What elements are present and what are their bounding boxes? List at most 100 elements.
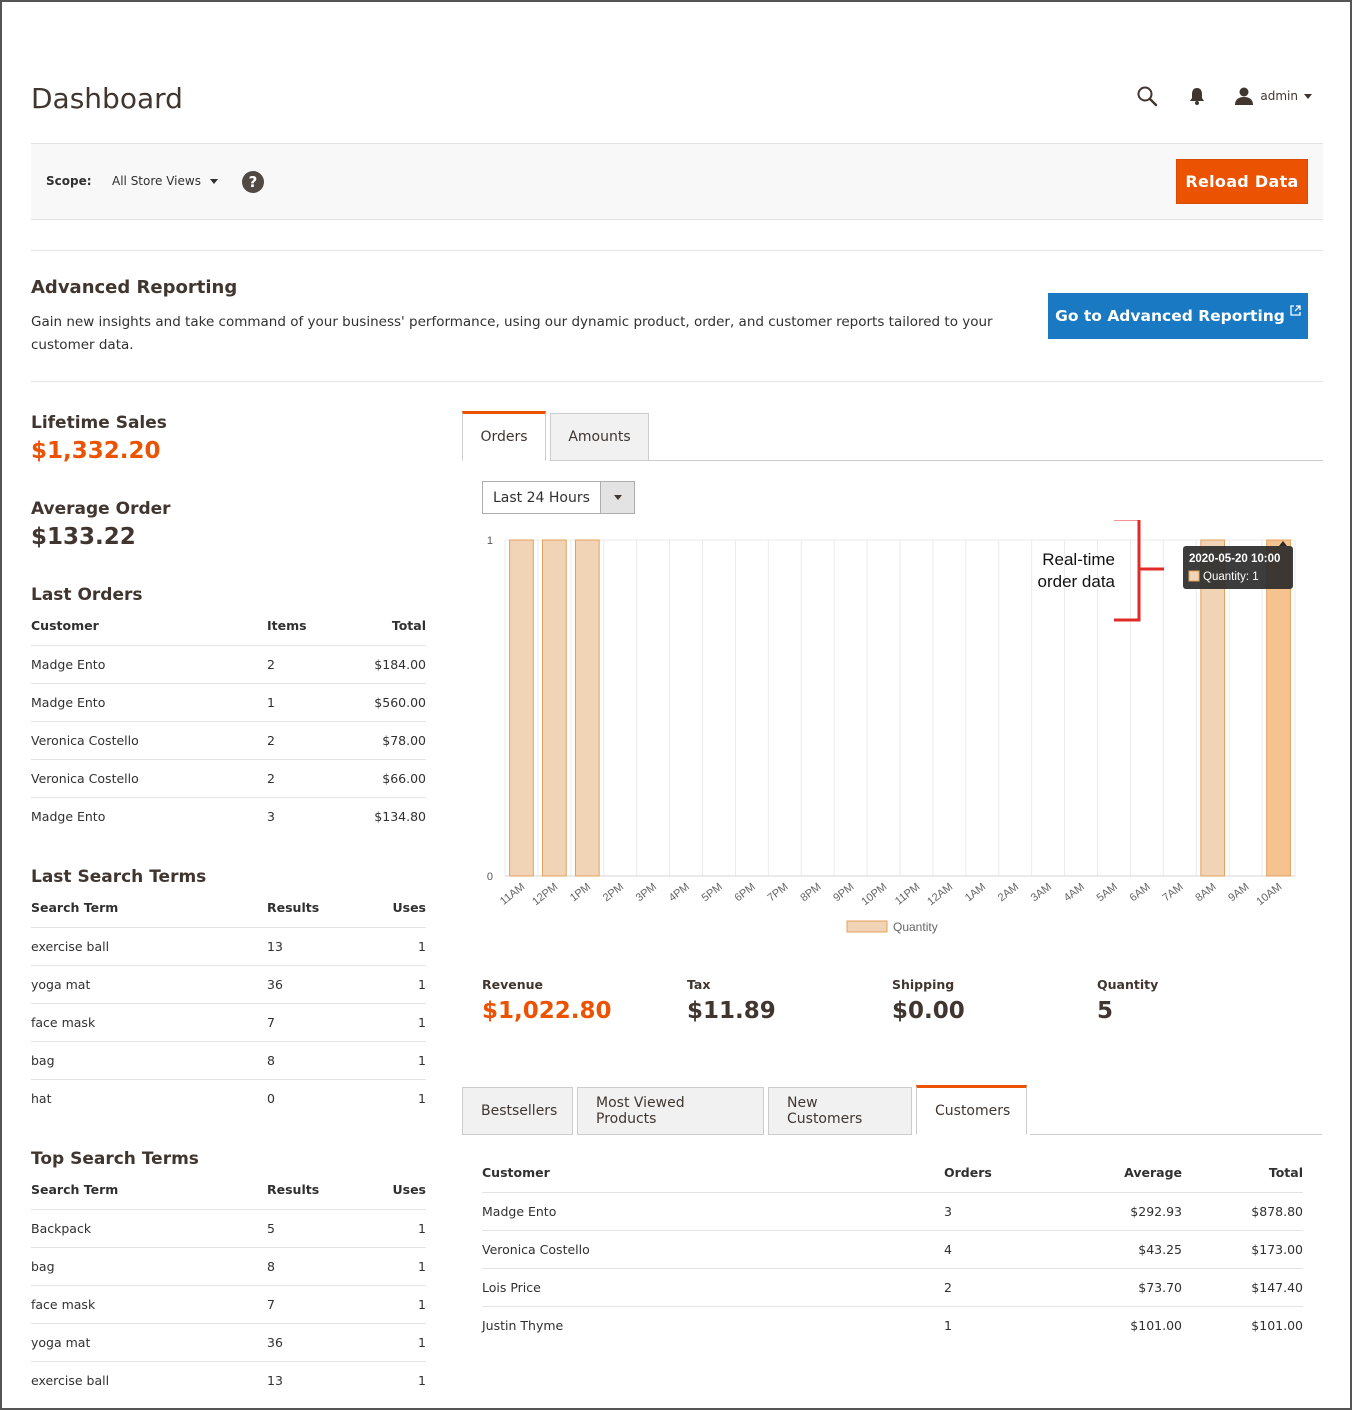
table-cell: $66.00 <box>347 759 426 798</box>
table-cell: bag <box>31 1247 267 1286</box>
table-row[interactable]: face mask 7 1 <box>31 1003 426 1042</box>
table-cell: 4 <box>944 1230 1064 1269</box>
chevron-down-icon <box>1304 93 1312 99</box>
table-cell: 8 <box>267 1247 347 1286</box>
tab-amounts[interactable]: Amounts <box>550 413 649 461</box>
table-cell: 2 <box>267 759 347 798</box>
table-cell: 1 <box>347 1003 426 1042</box>
table-cell: Justin Thyme <box>482 1317 564 1333</box>
table-row[interactable]: Backpack 5 1 <box>31 1209 426 1248</box>
user-icon <box>1235 87 1254 105</box>
x-tick-label: 11PM <box>893 881 922 908</box>
table-row[interactable]: Justin Thyme 1 $101.00 $101.00 <box>482 1306 1303 1344</box>
table-header-row: Customer Items Total <box>31 607 426 646</box>
table-cell: $101.00 <box>1130 1317 1182 1333</box>
column-header: Results <box>267 889 347 928</box>
table-row[interactable]: exercise ball 13 1 <box>31 1361 426 1399</box>
average-order-label: Average Order <box>31 499 171 519</box>
total-label: Shipping <box>892 977 955 992</box>
last-orders-table: Customer Items Total Madge Ento 2 $184.00 Mad… <box>31 607 426 835</box>
table-row[interactable]: Veronica Costello 2 $66.00 <box>31 759 426 798</box>
table-cell: $184.00 <box>347 645 426 684</box>
table-cell: Lois Price <box>482 1268 944 1307</box>
x-tick-label: 8AM <box>1193 881 1218 904</box>
tab-new-customers[interactable]: New Customers <box>768 1087 912 1135</box>
select-arrow <box>600 482 634 513</box>
go-to-advanced-reporting-button[interactable]: Go to Advanced Reporting <box>1048 293 1308 339</box>
column-header: Customer <box>31 607 267 646</box>
divider <box>31 381 1323 382</box>
table-cell: 36 <box>267 1323 347 1362</box>
table-cell: face mask <box>31 1003 267 1042</box>
table-row[interactable]: yoga mat 36 1 <box>31 965 426 1004</box>
help-icon[interactable]: ? <box>242 171 264 193</box>
table-cell: 1 <box>347 1209 426 1248</box>
user-name: admin <box>1260 89 1298 103</box>
table-cell: face mask <box>31 1285 267 1324</box>
legend-swatch <box>846 920 888 933</box>
tab-customers[interactable]: Customers <box>916 1085 1027 1135</box>
table-cell: $101.00 <box>1251 1317 1303 1333</box>
bar <box>509 539 534 877</box>
table-cell: Madge Ento <box>31 808 106 824</box>
divider <box>31 250 1323 251</box>
store-view-switcher[interactable]: All Store Views <box>112 174 218 188</box>
average-order-value: $133.22 <box>31 524 136 550</box>
total-shipping: Shipping $0.00 <box>892 977 965 1024</box>
user-menu[interactable]: admin <box>1234 86 1312 106</box>
table-row[interactable]: yoga mat 36 1 <box>31 1323 426 1362</box>
annotation-text: Real-time <box>1042 550 1115 569</box>
table-row[interactable]: Madge Ento 2 $184.00 <box>31 645 426 684</box>
orders-chart-svg: 1 0 11AM 12PM 1PM 2PM 3PM 4PM 5PM 6PM 7PM 8PM 9PM 10P… <box>487 517 1296 934</box>
table-row[interactable]: bag 8 1 <box>31 1041 426 1080</box>
tab-most-viewed-products[interactable]: Most Viewed Products <box>577 1087 764 1135</box>
legend-label: Quantity <box>893 920 938 934</box>
period-select[interactable]: Last 24 Hours <box>482 481 635 514</box>
table-row[interactable]: Veronica Costello 2 $78.00 <box>31 721 426 760</box>
table-row[interactable]: Veronica Costello 4 $43.25 $173.00 <box>482 1230 1303 1269</box>
table-row[interactable]: Lois Price 2 $73.70 $147.40 <box>482 1268 1303 1307</box>
table-cell: 1 <box>418 1372 426 1388</box>
column-header: Average <box>1064 1154 1182 1193</box>
x-tick-label: 7PM <box>765 881 790 904</box>
table-cell: 0 <box>267 1090 275 1106</box>
tab-orders[interactable]: Orders <box>462 411 546 461</box>
tooltip-label: Quantity: 1 <box>1203 571 1259 583</box>
x-tick-label: 5AM <box>1095 881 1120 904</box>
table-cell: 1 <box>347 927 426 966</box>
table-cell: exercise ball <box>31 927 267 966</box>
table-row[interactable]: face mask 7 1 <box>31 1285 426 1324</box>
bar <box>1266 539 1291 877</box>
external-link-icon <box>1290 305 1301 319</box>
column-header: Results <box>267 1171 347 1210</box>
table-row[interactable]: exercise ball 13 1 <box>31 927 426 966</box>
search-icon[interactable] <box>1136 85 1158 107</box>
chevron-down-icon <box>613 495 622 500</box>
customers-table: Customer Orders Average Total Madge Ento 3 $2… <box>482 1154 1303 1344</box>
table-row[interactable]: Madge Ento 3 $134.80 <box>31 797 426 835</box>
page-title: Dashboard <box>31 82 183 115</box>
total-value: $0.00 <box>892 998 965 1024</box>
total-value: $11.89 <box>687 998 776 1024</box>
x-tick-label: 7AM <box>1160 881 1185 904</box>
table-cell: 1 <box>347 1285 426 1324</box>
table-cell: $147.40 <box>1182 1268 1303 1307</box>
table-row[interactable]: hat 0 1 <box>31 1079 426 1117</box>
notifications-bell-icon[interactable] <box>1188 86 1206 106</box>
table-cell: 1 <box>418 1090 426 1106</box>
x-tick-label: 12PM <box>530 881 560 908</box>
tooltip-swatch <box>1188 570 1200 582</box>
x-tick-label: 9AM <box>1226 881 1251 904</box>
lifetime-sales-value: $1,332.20 <box>31 438 161 464</box>
table-row[interactable]: Madge Ento 1 $560.00 <box>31 683 426 722</box>
reload-data-button[interactable]: Reload Data <box>1176 159 1308 204</box>
tab-bestsellers[interactable]: Bestsellers <box>462 1087 573 1135</box>
tooltip-pointer <box>1279 541 1287 546</box>
annotation-bracket <box>1114 517 1164 622</box>
period-select-value: Last 24 Hours <box>493 489 590 506</box>
table-cell: $78.00 <box>347 721 426 760</box>
table-cell: 1 <box>347 965 426 1004</box>
y-tick-label: 1 <box>487 535 493 547</box>
table-row[interactable]: bag 8 1 <box>31 1247 426 1286</box>
table-row[interactable]: Madge Ento 3 $292.93 $878.80 <box>482 1192 1303 1231</box>
